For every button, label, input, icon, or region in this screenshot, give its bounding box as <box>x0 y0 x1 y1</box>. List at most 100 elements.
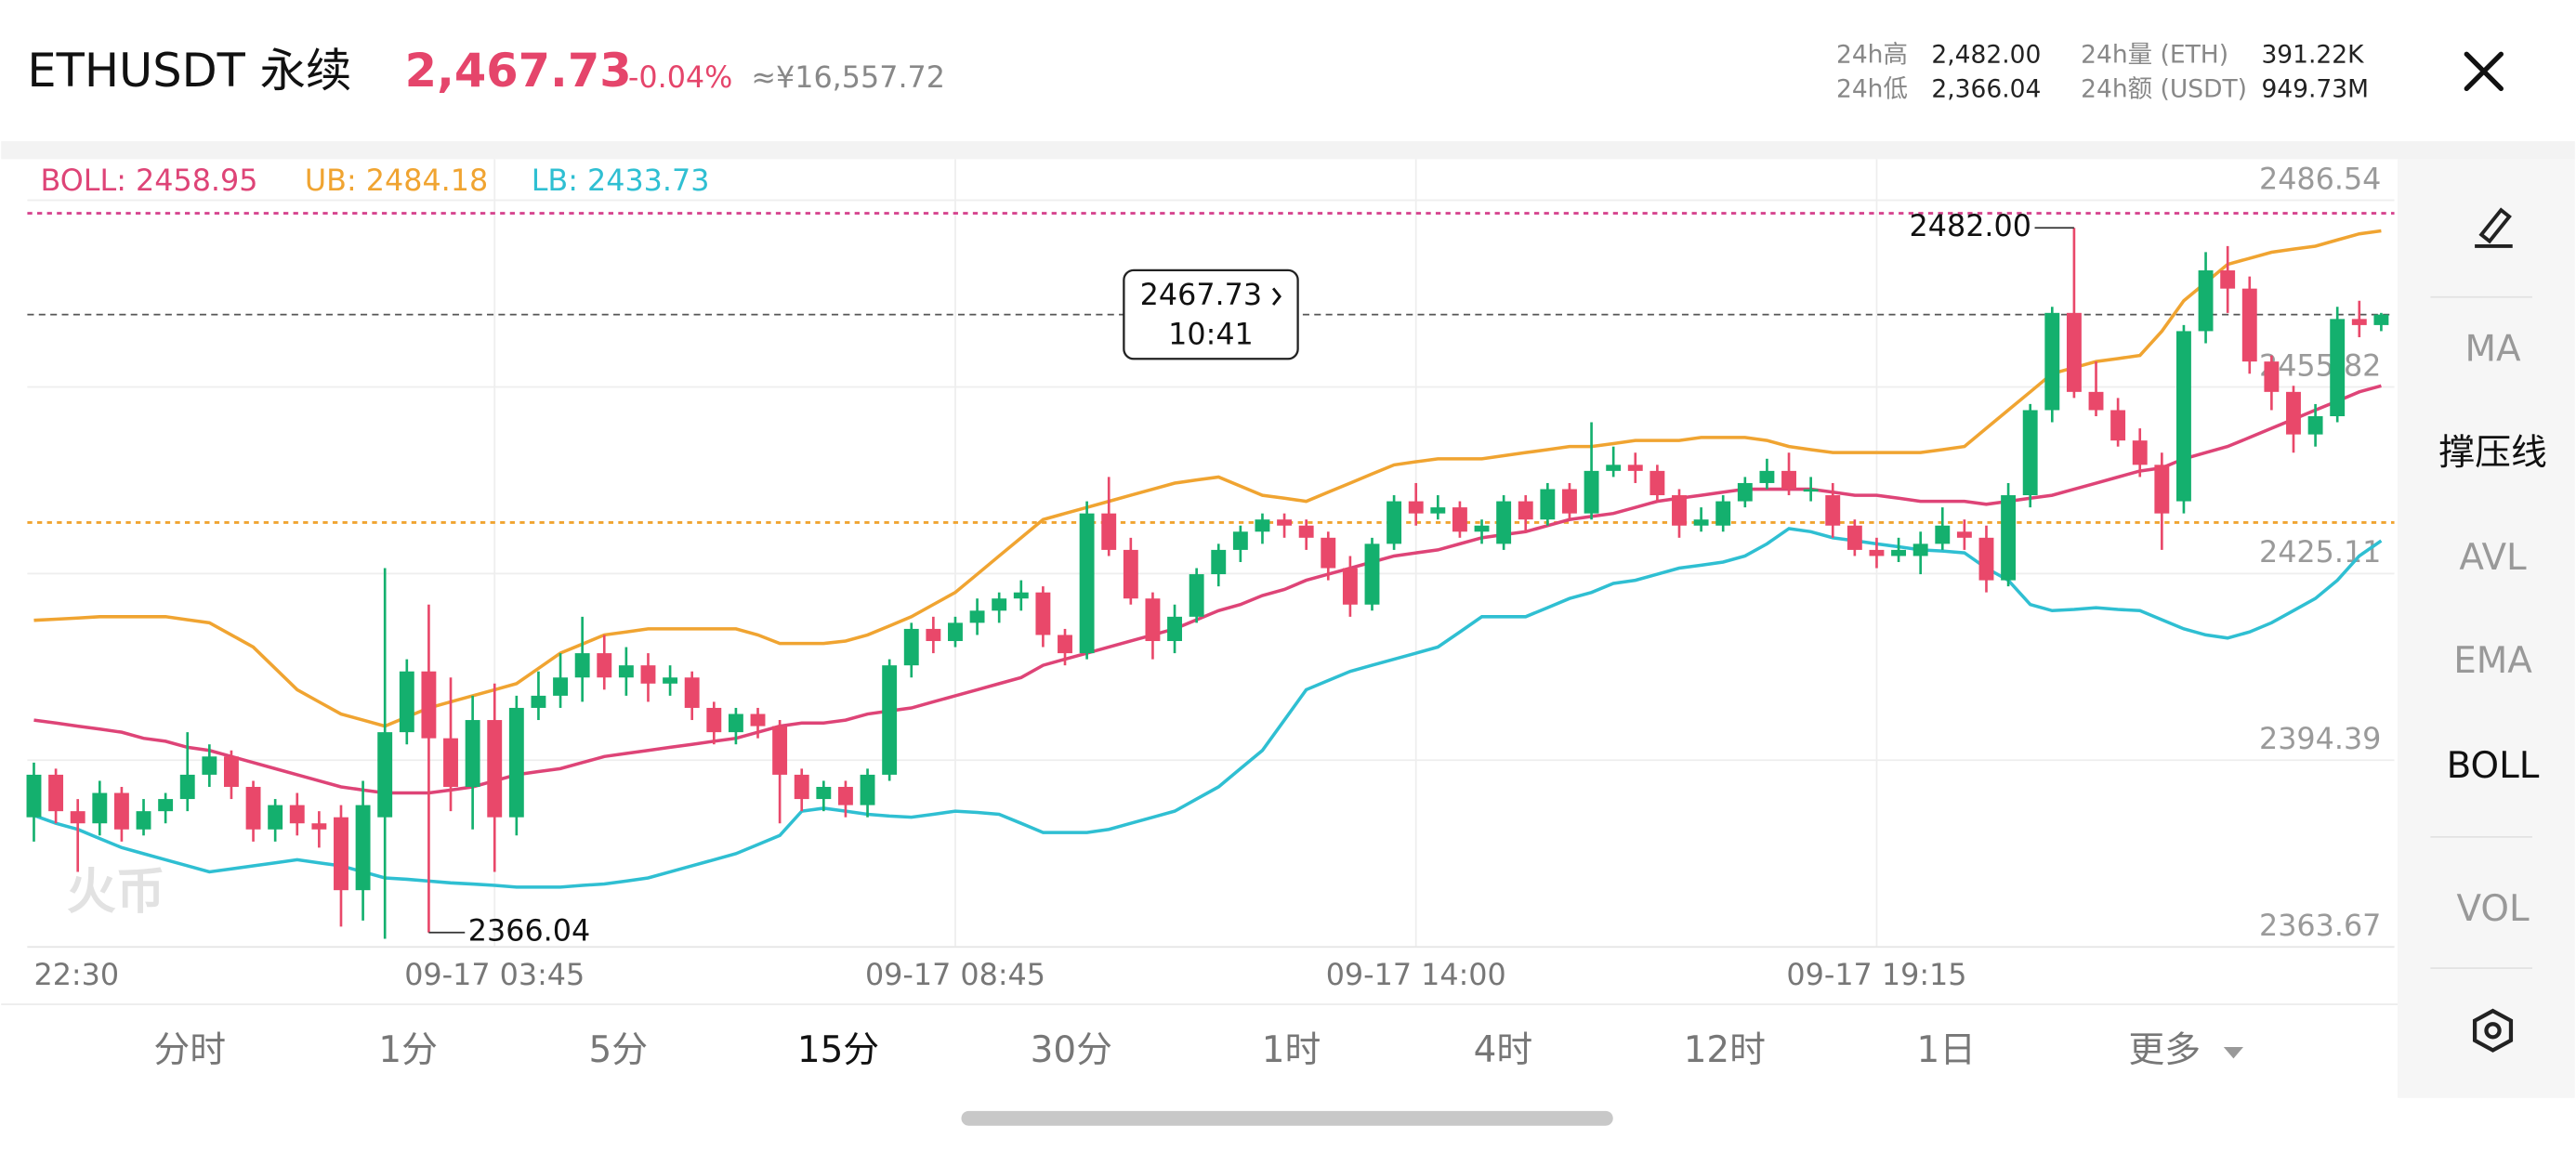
close-button[interactable] <box>2464 51 2504 92</box>
x-tick-label: 09-17 03:45 <box>404 958 585 992</box>
candle-body <box>903 628 919 666</box>
candle-body <box>2373 314 2389 325</box>
candle-body <box>113 792 129 830</box>
candle-body <box>1145 598 1161 642</box>
legend-entry: UB: 2484.18 <box>305 164 488 198</box>
side-panel <box>2398 159 2575 1098</box>
candle-body <box>597 653 612 678</box>
dropdown-caret[interactable] <box>2223 1046 2244 1059</box>
candle-body <box>553 677 568 696</box>
candle-body <box>1189 574 1204 617</box>
x-tick-label: 09-17 08:45 <box>865 958 1045 992</box>
y-tick-label: 2394.39 <box>2259 722 2381 756</box>
side-menu-item[interactable]: EMA <box>2453 640 2532 682</box>
candle-body <box>223 756 239 787</box>
timeframe-tab[interactable]: 1日 <box>1917 1029 1977 1071</box>
candle-body <box>268 805 283 830</box>
candle-body <box>1364 543 1380 605</box>
candle-body <box>1211 549 1227 575</box>
candle-body <box>2264 361 2280 392</box>
candle-body <box>1452 507 1467 532</box>
candle-body <box>860 774 875 805</box>
candle-body <box>618 665 634 678</box>
candle-body <box>2066 312 2082 392</box>
candle-body <box>1869 549 1885 556</box>
side-menu-item[interactable]: AVL <box>2459 537 2527 579</box>
candle-body <box>158 799 174 812</box>
side-menu-item[interactable]: BOLL <box>2447 745 2540 787</box>
price-tag[interactable] <box>1123 268 1299 360</box>
timeframe-tab[interactable]: 1分 <box>378 1029 438 1071</box>
candle-body <box>1232 531 1248 550</box>
candle-body <box>2044 312 2060 411</box>
candle-body <box>1496 501 1512 544</box>
candle-body <box>1430 507 1446 514</box>
price-tag-price: 2467.73 <box>1140 278 1262 312</box>
candle-body <box>377 732 393 818</box>
candle-body <box>1101 513 1117 550</box>
candle-body <box>750 713 766 727</box>
y-tick-label: 2455.82 <box>2259 348 2381 383</box>
x-tick-label: 09-17 19:15 <box>1786 958 1966 992</box>
candle-body <box>421 671 437 739</box>
candle-body <box>1035 592 1051 635</box>
candle-body <box>2351 319 2367 325</box>
timeframe-tab[interactable]: 4时 <box>1474 1029 1533 1071</box>
candle-body <box>1649 470 1665 496</box>
candle-body <box>1759 470 1775 483</box>
candle-body <box>663 677 678 684</box>
candle-body <box>882 665 898 775</box>
candle-body <box>1167 616 1182 642</box>
stat-label: 24h低 <box>1836 75 1908 104</box>
timeframe-tab[interactable]: 15分 <box>797 1029 879 1071</box>
y-tick-label: 2363.67 <box>2259 909 2381 943</box>
chart: 2486.54 2455.82 2425.11 2394.39 2363.67 22:30… <box>26 159 2395 992</box>
side-menu-item[interactable]: MA <box>2464 329 2521 371</box>
candle-body <box>70 811 85 824</box>
candle-body <box>1627 465 1643 471</box>
timeframe-tab[interactable]: 更多 <box>2128 1029 2201 1071</box>
timeframe-tab[interactable]: 12时 <box>1684 1029 1766 1071</box>
candle-body <box>794 774 809 800</box>
timeframe-tab[interactable]: 5分 <box>589 1029 649 1071</box>
x-tick-label: 09-17 14:00 <box>1326 958 1506 992</box>
stat-value: 2,482.00 <box>1931 41 2041 70</box>
candle-body <box>1387 501 1402 544</box>
candle-body <box>772 726 788 775</box>
candle-body <box>2154 465 2170 514</box>
candle-body <box>289 805 305 824</box>
settings-icon[interactable] <box>2472 1008 2514 1053</box>
stat-value: 391.22K <box>2261 41 2364 70</box>
timeframe-tab[interactable]: 30分 <box>1031 1029 1112 1071</box>
stat-label: 24h高 <box>1836 41 1908 70</box>
candle-body <box>136 811 151 830</box>
candle-body <box>2088 391 2104 411</box>
price-tag-time: 10:41 <box>1168 318 1254 352</box>
timeframe-tab[interactable]: 分时 <box>153 1029 226 1071</box>
change: -0.04% <box>628 60 732 95</box>
timeframe-tab[interactable]: 1时 <box>1262 1029 1321 1071</box>
candle-body <box>443 738 458 787</box>
price: 2,467.73 <box>405 44 632 98</box>
candle-body <box>1978 537 1994 581</box>
stat-label: 24h量 (ETH) <box>2081 41 2228 70</box>
candle-body <box>1935 525 1951 544</box>
candle-body <box>2241 288 2257 362</box>
side-menu-item[interactable]: VOL <box>2456 888 2529 930</box>
draw-tool[interactable] <box>2475 207 2513 248</box>
candle-body <box>531 695 546 708</box>
candle-body <box>2001 495 2017 581</box>
stat-label: 24h额 (USDT) <box>2081 75 2247 104</box>
candle-body <box>837 786 853 805</box>
stat-value: 949.73M <box>2261 75 2369 104</box>
candle-body <box>2132 440 2148 465</box>
candle-body <box>1606 465 1622 471</box>
side-menu-item[interactable]: 撑压线 <box>2438 432 2547 474</box>
candle-body <box>355 805 371 891</box>
candle-body <box>1847 525 1862 550</box>
candle-body <box>1058 635 1072 654</box>
legend-entry: BOLL: 2458.95 <box>41 164 258 198</box>
high-marker-label: 2482.00 <box>1910 209 2031 243</box>
candle-body <box>1672 495 1687 526</box>
